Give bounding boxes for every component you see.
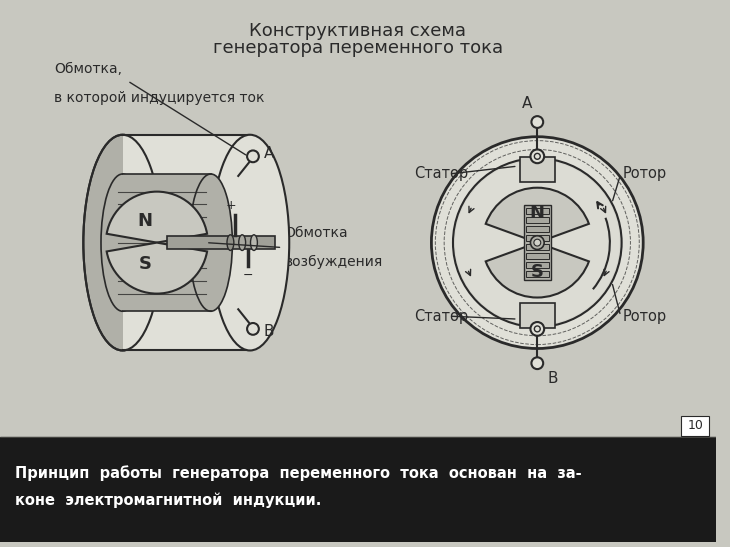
Text: Статор: Статор [414,309,468,324]
Text: коне  электромагнитной  индукции.: коне электромагнитной индукции. [15,493,321,508]
Wedge shape [485,243,589,298]
Text: Ротор: Ротор [623,166,666,182]
Text: возбуждения: возбуждения [285,255,383,270]
Bar [123,174,211,311]
Text: Конструктивная схема: Конструктивная схема [250,22,466,40]
Text: в которой индуцируется ток: в которой индуцируется ток [54,91,264,104]
Text: генератора переменного тока: генератора переменного тока [213,39,503,57]
Bar [0,437,715,542]
Circle shape [247,323,259,335]
Text: N: N [138,212,153,230]
Bar [520,304,555,328]
Text: Принцип  работы  генератора  переменного  тока  основан  на  за-: Принцип работы генератора переменного то… [15,465,581,481]
Bar [526,253,549,259]
Text: 10: 10 [687,420,703,433]
Bar [681,416,709,436]
Bar [523,205,551,280]
Ellipse shape [227,235,234,251]
Text: Обмотка,: Обмотка, [54,62,122,76]
Bar [520,158,555,182]
Bar [526,271,549,277]
Wedge shape [107,243,207,294]
Ellipse shape [101,174,144,311]
Circle shape [534,239,541,246]
Circle shape [531,357,543,369]
Text: B: B [547,371,558,386]
Bar [526,244,549,250]
Text: N: N [530,204,545,222]
Text: +: + [226,199,237,212]
Ellipse shape [189,174,232,311]
Circle shape [431,137,643,348]
Bar [166,236,274,249]
Bar [526,235,549,241]
Ellipse shape [250,235,258,251]
Ellipse shape [239,235,245,251]
Text: S: S [531,263,544,281]
Bar [526,262,549,268]
Bar [526,208,549,214]
Circle shape [531,149,544,163]
Bar [526,217,549,223]
Circle shape [531,236,544,249]
Ellipse shape [83,135,162,351]
Bar [526,226,549,232]
Text: Статор: Статор [414,166,468,182]
Wedge shape [107,191,207,243]
Text: A: A [522,96,533,111]
Circle shape [531,116,543,128]
Ellipse shape [211,135,289,351]
Circle shape [455,160,620,325]
Text: B: B [264,324,274,339]
Bar [123,135,250,351]
Circle shape [453,158,622,327]
Circle shape [247,150,259,162]
Text: Обмотка: Обмотка [285,226,348,240]
Text: A: A [264,146,274,161]
Wedge shape [485,188,589,243]
Text: Ротор: Ротор [623,309,666,324]
Text: −: − [243,269,253,282]
Text: S: S [139,255,152,273]
Circle shape [531,322,544,336]
